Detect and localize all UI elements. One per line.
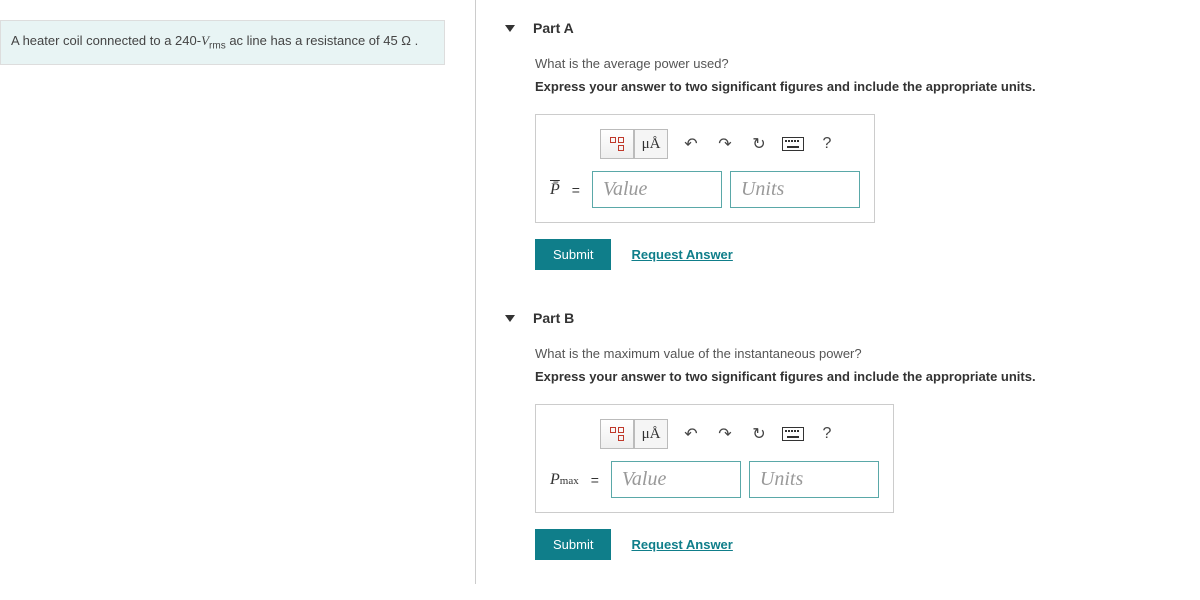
part-b-units-input[interactable]: Units — [749, 461, 879, 498]
keyboard-button[interactable] — [776, 419, 810, 449]
part-a-answer-box: μÅ ↶ ↷ ↻ ? P̄ = Value Units — [535, 114, 875, 223]
part-b-toolbar: μÅ ↶ ↷ ↻ ? — [550, 419, 879, 449]
vertical-divider — [475, 0, 476, 584]
templates-icon — [610, 427, 624, 441]
part-b: Part B What is the maximum value of the … — [505, 310, 1195, 560]
problem-prefix: A heater coil connected to a 240- — [11, 33, 201, 48]
part-a-title: Part A — [533, 20, 574, 36]
part-a-units-input[interactable]: Units — [730, 171, 860, 208]
part-a-submit-button[interactable]: Submit — [535, 239, 611, 270]
problem-sub: rms — [209, 41, 226, 52]
help-button[interactable]: ? — [810, 129, 844, 159]
templates-button[interactable] — [600, 129, 634, 159]
collapse-icon — [505, 315, 515, 322]
part-b-variable: Pmax — [550, 471, 579, 489]
part-b-submit-button[interactable]: Submit — [535, 529, 611, 560]
part-a-value-input[interactable]: Value — [592, 171, 722, 208]
part-a-toolbar: μÅ ↶ ↷ ↻ ? — [550, 129, 860, 159]
templates-icon — [610, 137, 624, 151]
help-button[interactable]: ? — [810, 419, 844, 449]
part-a-question: What is the average power used? — [535, 56, 1195, 71]
part-a-variable: P̄ — [550, 181, 560, 199]
redo-button[interactable]: ↷ — [708, 129, 742, 159]
reset-button[interactable]: ↻ — [742, 129, 776, 159]
units-symbols-button[interactable]: μÅ — [634, 129, 668, 159]
part-a-header[interactable]: Part A — [505, 20, 1195, 36]
part-b-title: Part B — [533, 310, 574, 326]
undo-button[interactable]: ↶ — [674, 129, 708, 159]
equals-sign: = — [591, 472, 599, 488]
part-a: Part A What is the average power used? E… — [505, 20, 1195, 270]
undo-button[interactable]: ↶ — [674, 419, 708, 449]
part-b-value-input[interactable]: Value — [611, 461, 741, 498]
part-a-request-answer-link[interactable]: Request Answer — [631, 247, 732, 262]
keyboard-button[interactable] — [776, 129, 810, 159]
part-b-question: What is the maximum value of the instant… — [535, 346, 1195, 361]
collapse-icon — [505, 25, 515, 32]
problem-suffix: ac line has a resistance of 45 Ω . — [226, 33, 419, 48]
problem-statement: A heater coil connected to a 240-Vrms ac… — [0, 20, 445, 65]
part-b-header[interactable]: Part B — [505, 310, 1195, 326]
part-b-request-answer-link[interactable]: Request Answer — [631, 537, 732, 552]
problem-var: V — [201, 33, 209, 48]
part-b-answer-box: μÅ ↶ ↷ ↻ ? Pmax = Value Unit — [535, 404, 894, 513]
reset-button[interactable]: ↻ — [742, 419, 776, 449]
part-b-instruction: Express your answer to two significant f… — [535, 369, 1195, 384]
redo-button[interactable]: ↷ — [708, 419, 742, 449]
part-a-instruction: Express your answer to two significant f… — [535, 79, 1195, 94]
templates-button[interactable] — [600, 419, 634, 449]
units-symbols-button[interactable]: μÅ — [634, 419, 668, 449]
equals-sign: = — [572, 182, 580, 198]
